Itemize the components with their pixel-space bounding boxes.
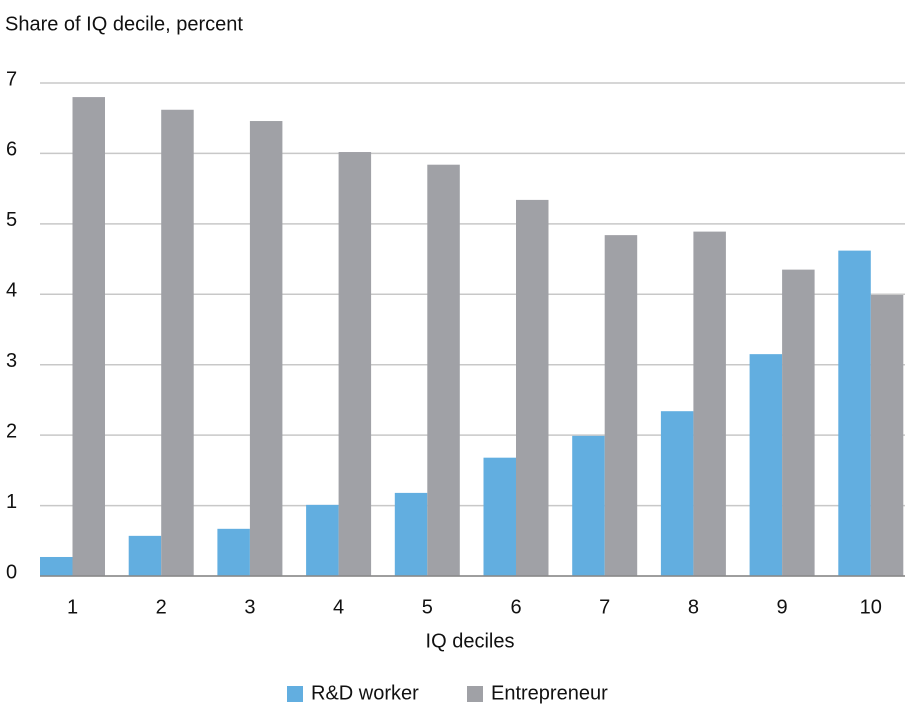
- y-tick-label: 5: [6, 209, 17, 231]
- y-tick-label: 7: [6, 68, 17, 90]
- x-tick-label: 8: [688, 596, 699, 618]
- x-tick-label: 1: [67, 596, 78, 618]
- x-tick-label: 5: [422, 596, 433, 618]
- x-tick-label: 7: [599, 596, 610, 618]
- bar: [749, 354, 783, 576]
- bar: [427, 164, 460, 576]
- y-tick-label: 0: [6, 561, 17, 583]
- bar: [870, 294, 904, 576]
- x-tick-label: 10: [860, 596, 882, 618]
- legend-label: R&D worker: [311, 682, 419, 704]
- bar: [782, 269, 815, 576]
- bar: [838, 250, 871, 576]
- bar: [161, 109, 194, 577]
- x-tick-label: 2: [156, 596, 167, 618]
- x-tick-label: 9: [777, 596, 788, 618]
- bar: [604, 235, 638, 576]
- bar: [40, 556, 73, 576]
- x-tick-label: 3: [244, 596, 255, 618]
- legend-swatch: [467, 686, 483, 702]
- x-axis-label: IQ deciles: [426, 630, 515, 652]
- y-tick-label: 4: [6, 280, 17, 302]
- bar: [249, 121, 283, 576]
- bar: [128, 535, 162, 576]
- legend-swatch: [287, 686, 303, 702]
- x-tick-label: 4: [333, 596, 344, 618]
- chart-title: Share of IQ decile, percent: [5, 13, 243, 35]
- bar: [338, 152, 372, 576]
- bar: [483, 457, 516, 576]
- bar: [217, 528, 250, 576]
- bar: [394, 492, 428, 576]
- y-tick-label: 1: [6, 491, 17, 513]
- bar: [693, 231, 726, 576]
- y-tick-label: 2: [6, 420, 17, 442]
- y-tick-label: 3: [6, 350, 17, 372]
- bar: [572, 435, 605, 576]
- x-tick-label: 6: [510, 596, 521, 618]
- bar: [72, 97, 105, 576]
- bar: [660, 411, 694, 576]
- y-tick-label: 6: [6, 139, 17, 161]
- bar: [306, 504, 339, 576]
- legend-label: Entrepreneur: [491, 682, 608, 704]
- bar: [516, 199, 549, 576]
